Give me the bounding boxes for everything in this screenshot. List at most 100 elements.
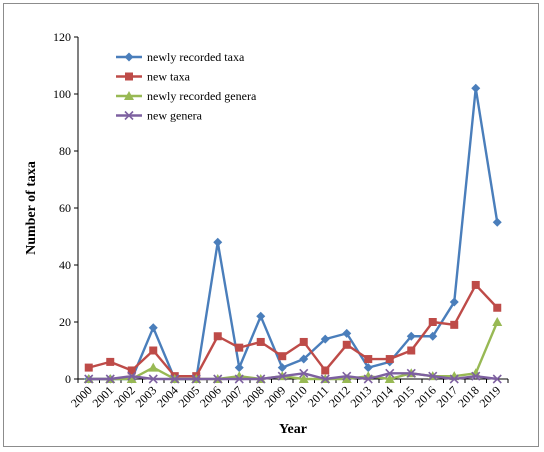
- legend-label: newly recorded genera: [147, 89, 257, 103]
- x-tick-label: 2011: [305, 383, 332, 410]
- data-point: [299, 368, 309, 378]
- x-tick-label: 2005: [176, 383, 203, 410]
- data-point: [320, 374, 330, 384]
- legend-item: newly recorded taxa: [116, 50, 245, 64]
- y-tick-label: 100: [53, 87, 71, 101]
- data-point: [191, 374, 201, 384]
- data-point: [492, 374, 502, 384]
- data-point: [84, 374, 94, 384]
- x-tick-label: 2008: [240, 383, 267, 410]
- x-tick-label: 2003: [133, 383, 160, 410]
- x-tick-label: 2004: [154, 383, 181, 410]
- data-point: [127, 366, 136, 375]
- x-axis-title: Year: [279, 422, 307, 437]
- data-point: [170, 374, 180, 384]
- series-line: [88, 283, 499, 378]
- series-new-taxa: [84, 280, 502, 381]
- x-tick-label: 2015: [391, 383, 418, 410]
- data-point: [428, 331, 438, 341]
- legend-item: new genera: [116, 109, 203, 123]
- x-tick-label: 2013: [348, 383, 375, 410]
- y-tick-label: 20: [59, 315, 71, 329]
- data-point: [406, 331, 416, 341]
- x-tick-label: 2019: [477, 383, 504, 410]
- x-tick-label: 2007: [219, 383, 246, 410]
- data-point: [470, 368, 481, 378]
- data-point: [277, 363, 287, 373]
- data-point: [126, 374, 137, 383]
- data-point: [213, 374, 223, 384]
- x-tick-label: 2010: [283, 383, 310, 410]
- data-point: [148, 362, 159, 372]
- data-point: [84, 363, 93, 372]
- x-tick-label: 2009: [262, 383, 289, 410]
- data-point: [235, 343, 244, 352]
- legend-label: new genera: [147, 109, 203, 123]
- series-layer: [83, 83, 503, 384]
- data-point: [234, 363, 244, 373]
- data-point: [277, 371, 287, 381]
- x-tick-label: 2012: [326, 383, 353, 410]
- data-point: [106, 357, 115, 366]
- x-tick-label: 2014: [369, 383, 396, 410]
- data-point: [256, 374, 266, 384]
- y-tick-label: 80: [59, 144, 71, 158]
- data-point: [492, 217, 502, 227]
- data-point: [278, 352, 287, 361]
- data-point: [342, 371, 352, 381]
- data-point: [342, 340, 351, 349]
- legend-label: new taxa: [147, 70, 191, 84]
- data-point: [299, 337, 308, 346]
- data-point: [385, 355, 394, 364]
- x-axis-ticks: 2000200120022003200420052006200720082009…: [68, 379, 509, 410]
- y-axis-title: Number of taxa: [24, 161, 39, 255]
- data-point: [449, 374, 459, 384]
- data-point: [450, 320, 459, 329]
- data-point: [148, 374, 158, 384]
- data-point: [385, 368, 395, 378]
- y-axis-ticks: 0 20 40 60 80 100 120: [53, 30, 78, 386]
- legend-label: newly recorded taxa: [147, 50, 245, 64]
- x-tick-label: 2017: [434, 383, 461, 410]
- y-tick-label: 40: [59, 258, 71, 272]
- data-point: [471, 280, 480, 289]
- data-point: [299, 354, 309, 364]
- data-point: [125, 72, 133, 81]
- x-tick-label: 2006: [197, 383, 224, 410]
- data-point: [256, 337, 265, 346]
- data-point: [148, 323, 158, 333]
- data-point: [124, 52, 134, 62]
- data-point: [364, 355, 373, 364]
- data-point: [213, 237, 223, 247]
- series-line: [88, 372, 498, 381]
- data-point: [407, 346, 416, 355]
- legend-item: new taxa: [116, 70, 191, 84]
- data-point: [449, 297, 459, 307]
- data-point: [124, 91, 134, 100]
- data-point: [256, 311, 266, 321]
- data-point: [342, 328, 352, 338]
- x-tick-label: 2002: [111, 383, 138, 410]
- data-point: [471, 83, 481, 93]
- data-point: [213, 332, 222, 341]
- data-point: [127, 371, 137, 381]
- data-point: [124, 110, 134, 121]
- y-tick-label: 60: [59, 201, 71, 215]
- data-point: [384, 374, 395, 383]
- data-point: [492, 317, 503, 326]
- x-tick-label: 2018: [455, 383, 482, 410]
- data-point: [234, 374, 244, 384]
- data-point: [341, 374, 352, 383]
- data-point: [320, 334, 330, 344]
- data-point: [471, 371, 481, 381]
- data-point: [493, 303, 502, 312]
- series-newly-recorded-taxa: [84, 83, 502, 384]
- series-new-genera: [84, 368, 502, 384]
- data-point: [149, 346, 158, 355]
- data-point: [298, 374, 309, 383]
- legend-item: newly recorded genera: [116, 89, 257, 103]
- x-tick-label: 2001: [90, 383, 117, 410]
- legend: newly recorded taxa new taxa newly recorde…: [116, 50, 257, 123]
- x-tick-label: 2000: [68, 383, 95, 410]
